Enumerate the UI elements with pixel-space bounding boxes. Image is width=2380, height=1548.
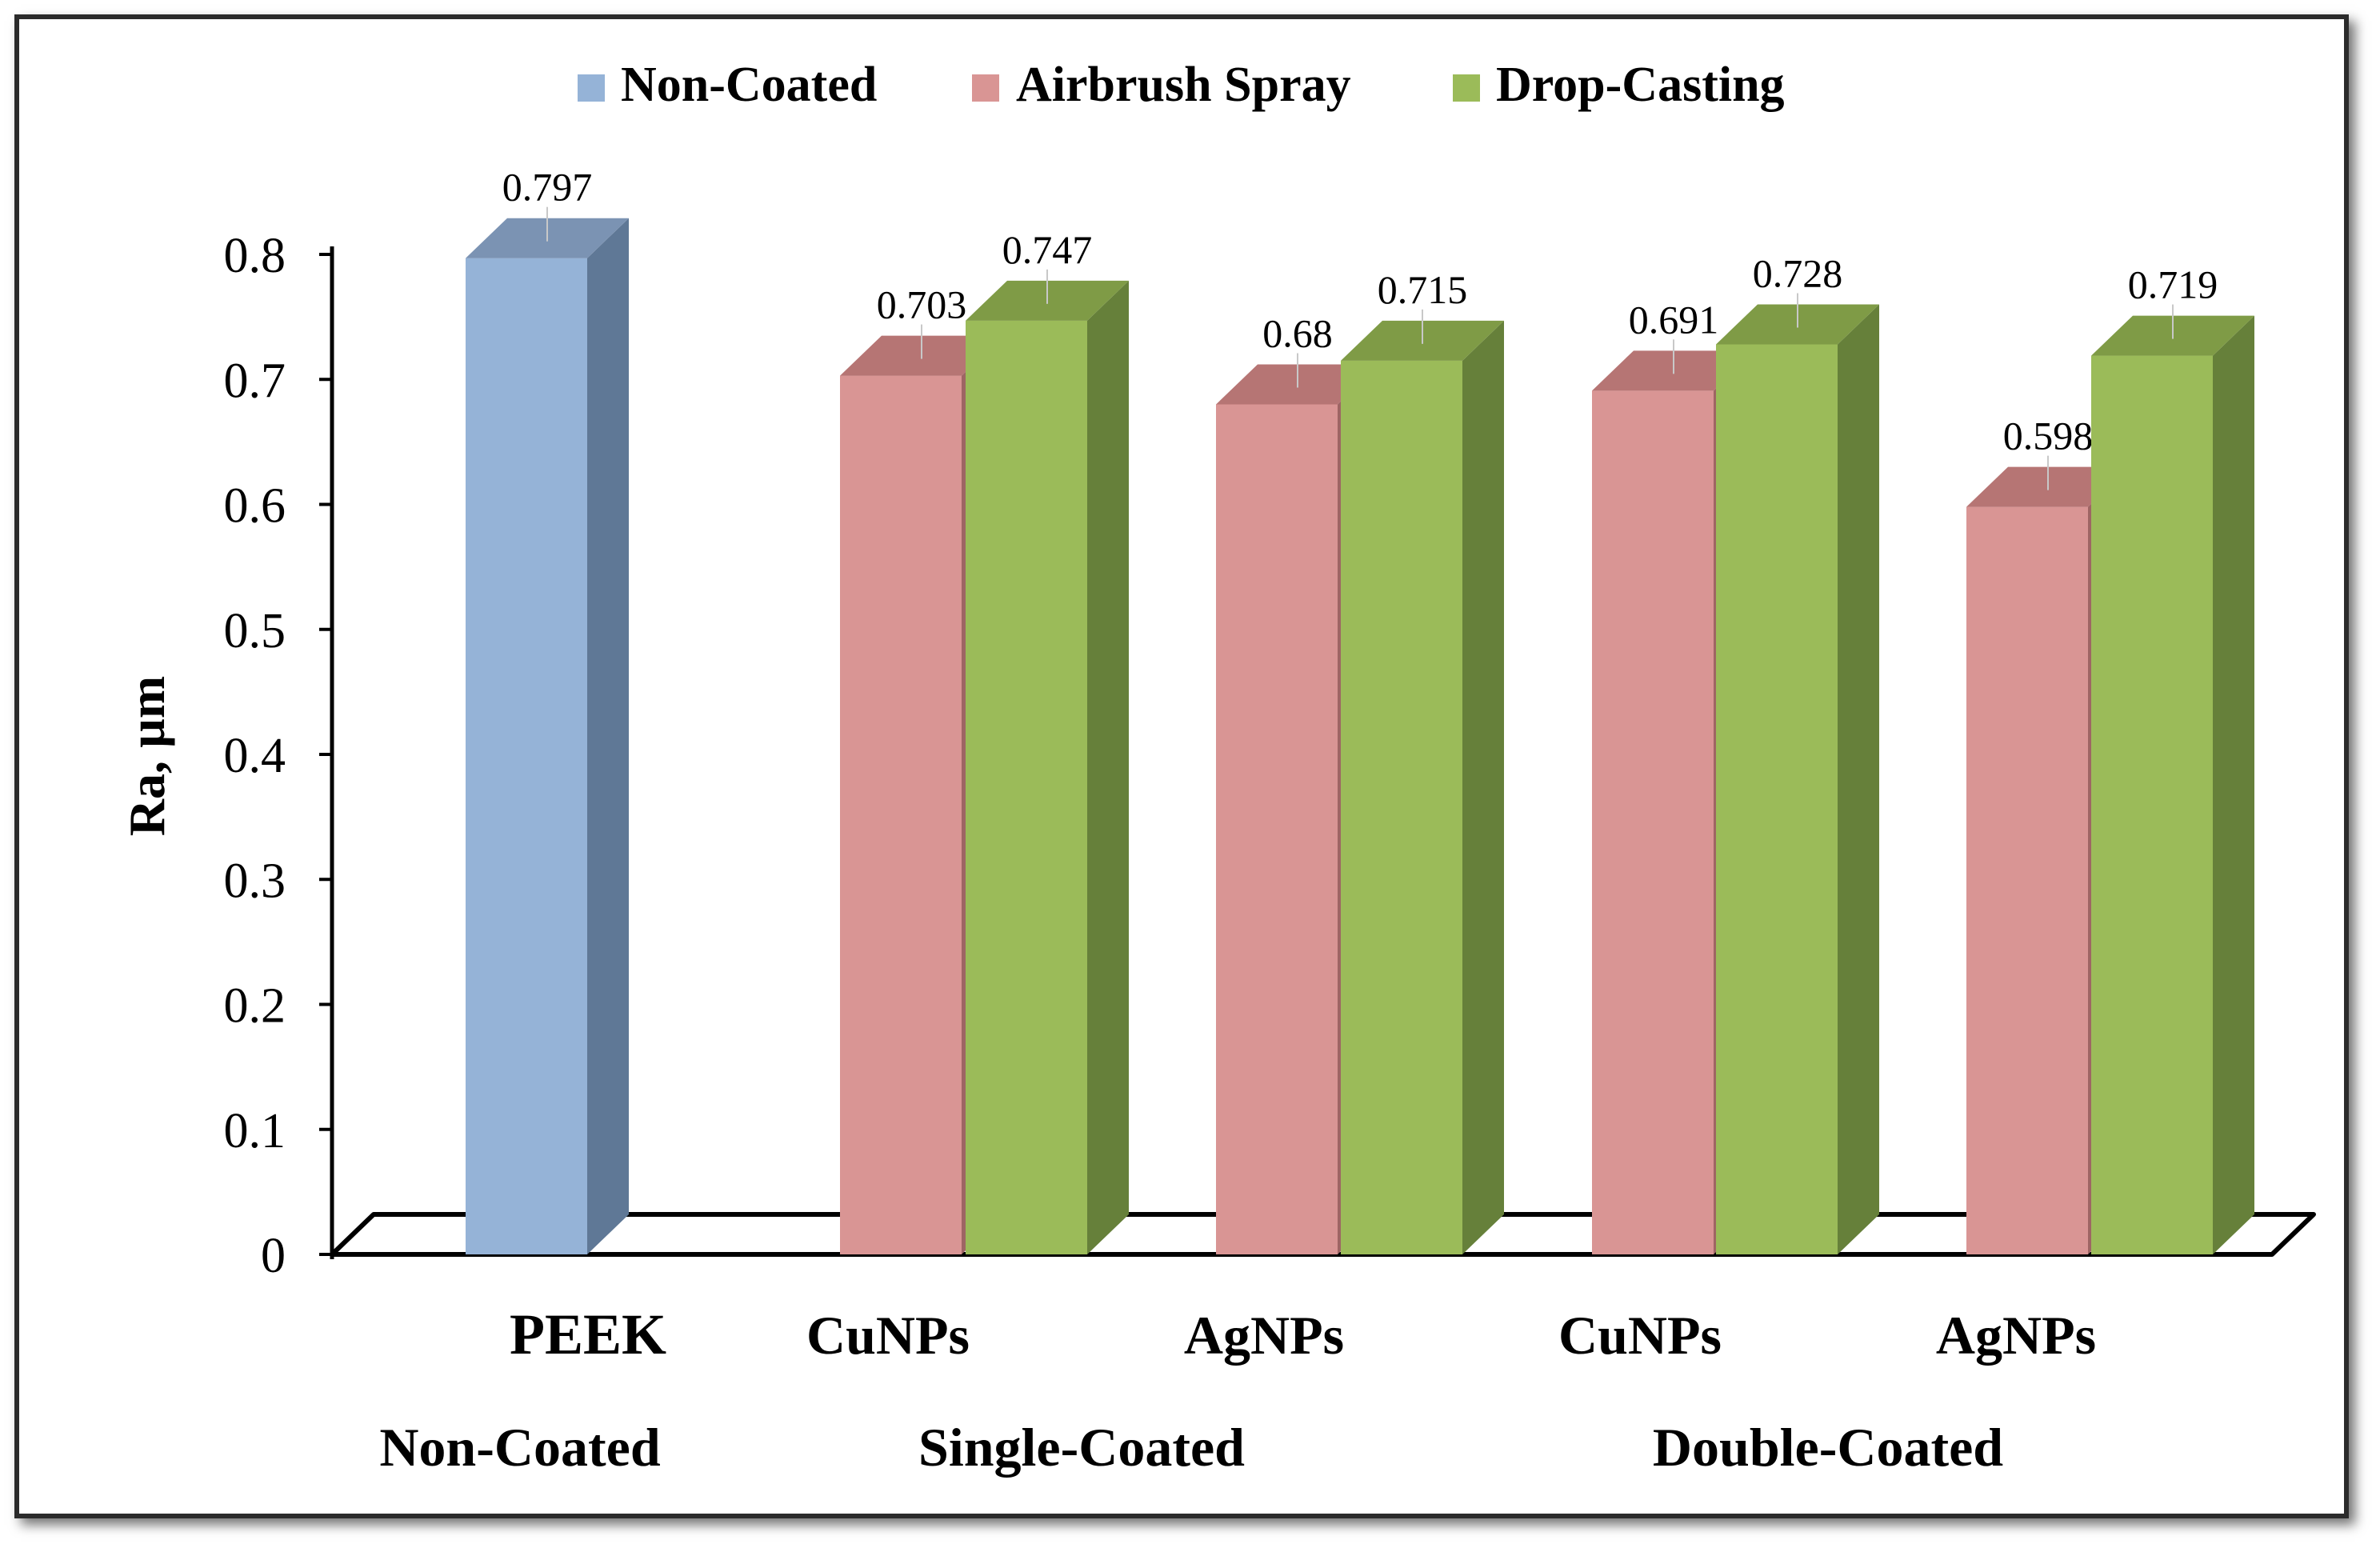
x-group-label: Single-Coated xyxy=(918,1417,1245,1478)
y-tick-label: 0.4 xyxy=(224,729,286,783)
y-tick-label: 0.3 xyxy=(224,854,286,908)
data-label: 0.719 xyxy=(2128,262,2218,307)
y-tick-label: 0.2 xyxy=(224,979,286,1034)
data-label: 0.68 xyxy=(1262,311,1333,356)
legend-swatch xyxy=(578,74,605,102)
data-label: 0.728 xyxy=(1753,251,1843,296)
x-category-label: CuNPs xyxy=(1558,1305,1722,1366)
bar-side xyxy=(1838,304,1879,1254)
data-label: 0.598 xyxy=(2003,414,2094,458)
bar-front xyxy=(1592,390,1714,1254)
bar-front xyxy=(840,375,962,1254)
legend-swatch xyxy=(972,74,999,102)
bar-front xyxy=(466,258,587,1254)
legend-label: Non-Coated xyxy=(621,58,877,112)
bar-front xyxy=(966,320,1087,1254)
x-category-label: AgNPs xyxy=(1936,1305,2096,1366)
y-tick-label: 0.7 xyxy=(224,354,286,408)
legend-swatch xyxy=(1453,74,1480,102)
data-label: 0.703 xyxy=(877,282,967,327)
data-label: 0.691 xyxy=(1629,297,1719,342)
bar-front xyxy=(2091,355,2213,1254)
legend-label: Drop-Casting xyxy=(1496,58,1785,112)
x-category-label: PEEK xyxy=(510,1302,666,1366)
bar-side xyxy=(2213,315,2254,1254)
y-tick-label: 0 xyxy=(261,1229,286,1283)
x-category-label: CuNPs xyxy=(806,1305,970,1366)
x-group-label: Double-Coated xyxy=(1653,1417,2003,1478)
bar-front xyxy=(1716,344,1838,1254)
x-category-label: AgNPs xyxy=(1184,1305,1344,1366)
data-label: 0.797 xyxy=(502,165,593,210)
bar-side xyxy=(1087,280,1129,1254)
y-axis-title: Ra, µm xyxy=(118,676,175,836)
bar-side xyxy=(1462,320,1504,1254)
chart-frame: 0 0.1 0.2 0.3 0.4 0.5 0.6 0.7 0.8 Ra, µm 0.797 PEEK… xyxy=(14,14,2349,1518)
legend-label: Airbrush Spray xyxy=(1016,58,1351,112)
bar-chart: 0 0.1 0.2 0.3 0.4 0.5 0.6 0.7 0.8 Ra, µm 0.797 PEEK… xyxy=(118,58,2316,1478)
y-tick-label: 0.1 xyxy=(224,1104,286,1158)
y-tick-label: 0.6 xyxy=(224,479,286,534)
bar-front xyxy=(1966,506,2088,1254)
x-group-label: Non-Coated xyxy=(379,1417,661,1478)
y-tick-label: 0.8 xyxy=(224,229,286,283)
bar-side xyxy=(587,218,629,1254)
data-label: 0.747 xyxy=(1002,227,1093,272)
bar-front xyxy=(1341,360,1462,1254)
bar-front xyxy=(1216,404,1338,1254)
data-label: 0.715 xyxy=(1378,267,1468,312)
y-tick-label: 0.5 xyxy=(224,604,286,658)
